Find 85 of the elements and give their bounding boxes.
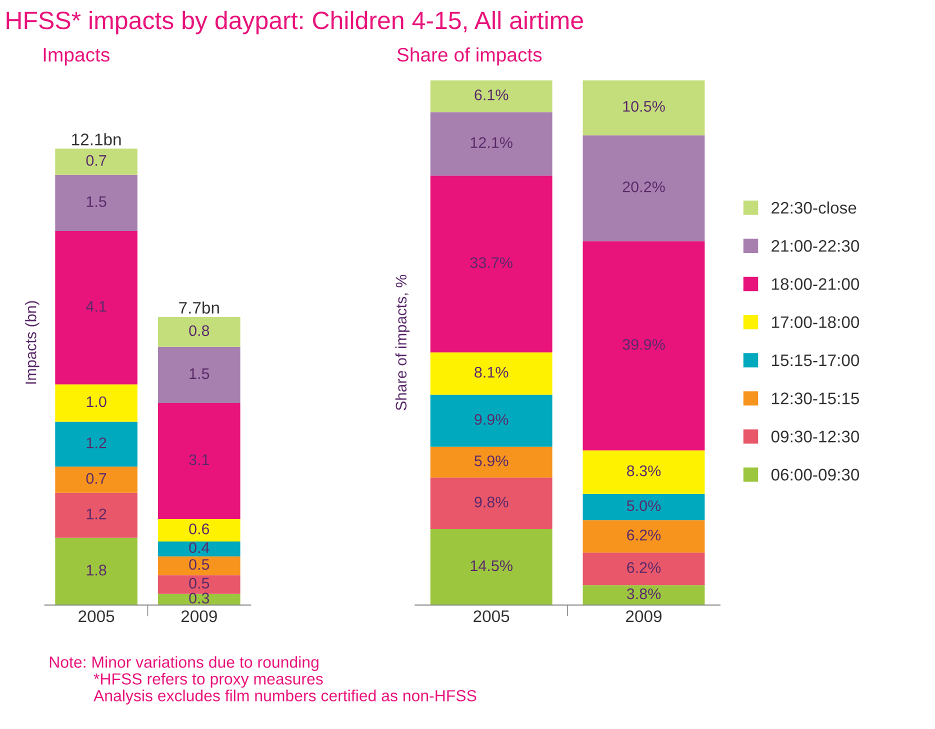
- data-label: 4.1: [86, 301, 106, 312]
- bar: [582, 494, 705, 520]
- data-label: 10.5%: [623, 101, 665, 112]
- legend-label: 15:15-17:00: [772, 354, 860, 366]
- data-label: 0.5: [189, 578, 210, 589]
- legend-label: 12:30-15:15: [772, 392, 860, 404]
- legend-label: 17:00-18:00: [772, 316, 860, 328]
- data-label: 0.8: [189, 325, 210, 336]
- bar: [582, 450, 705, 494]
- data-label: 6.1%: [474, 89, 508, 100]
- text: *HFSS refers to proxy measures: [94, 672, 323, 688]
- bar: [55, 492, 138, 538]
- data-label: 33.7%: [470, 257, 512, 268]
- bar: [158, 346, 240, 404]
- bar: [430, 352, 552, 395]
- data-label: 0.6: [189, 524, 210, 534]
- legend-label: 18:00-21:00: [772, 278, 860, 290]
- bar: [158, 541, 240, 556]
- bar: [55, 148, 138, 175]
- bar: [430, 394, 552, 447]
- data-label: 5.0%: [626, 500, 661, 512]
- x-tick-label: 2009: [626, 610, 662, 622]
- bar: [55, 538, 138, 606]
- bar: [55, 230, 138, 384]
- bar: [582, 80, 705, 136]
- data-label: 1.2: [86, 508, 106, 520]
- bar: [55, 422, 138, 467]
- text: Analysis excludes film numbers certified as non-HFSS: [94, 690, 476, 705]
- bar: [55, 466, 138, 493]
- data-label: 20.2%: [622, 181, 665, 192]
- data-label: 3.8%: [626, 588, 661, 600]
- chart-subtitle: Impacts: [44, 48, 110, 66]
- bar: [158, 556, 240, 576]
- data-label: 9.9%: [474, 414, 508, 425]
- bar: [430, 478, 552, 530]
- bar: [158, 317, 240, 347]
- text: Note: Minor variations due to rounding: [50, 656, 318, 671]
- data-label: 12.1%: [470, 137, 512, 148]
- x-tick-label: 2009: [181, 610, 217, 622]
- bar: [582, 585, 705, 606]
- bar: [430, 446, 552, 478]
- data-label: 1.5: [190, 368, 210, 380]
- data-label: 1.0: [86, 396, 106, 408]
- data-label: 0.7: [86, 155, 106, 166]
- data-label: 6.2%: [627, 562, 661, 573]
- bar: [430, 529, 552, 606]
- bar: [55, 174, 138, 231]
- bar: [430, 176, 552, 352]
- data-label: 3.1: [189, 454, 210, 466]
- data-label: 8.3%: [627, 465, 661, 476]
- data-label: 0.7: [86, 473, 106, 484]
- legend-label: 06:00-09:30: [771, 468, 860, 481]
- bar: [582, 135, 705, 242]
- bar: [582, 520, 705, 553]
- data-label: 0.5: [189, 559, 210, 570]
- bar: [582, 552, 705, 586]
- data-label: 1.5: [86, 196, 106, 207]
- data-label: 0.3: [189, 592, 210, 604]
- data-label: 8.1%: [474, 366, 508, 378]
- total-label: 12.1bn: [72, 133, 121, 146]
- data-label: 1.2: [86, 437, 106, 448]
- bar: [158, 519, 240, 542]
- bar: [430, 112, 552, 176]
- data-label: 39.9%: [622, 339, 665, 350]
- bar: [582, 241, 705, 450]
- bar: [55, 384, 138, 422]
- x-tick-label: 2005: [78, 610, 114, 622]
- total-label: 7.7bn: [179, 301, 219, 314]
- data-label: 0.4: [189, 542, 210, 554]
- chart-title: HFSS* impacts by daypart: Children 4-15, All airtime: [6, 10, 583, 34]
- data-label: 14.5%: [470, 560, 512, 572]
- bar: [158, 403, 240, 520]
- bar: [430, 80, 552, 112]
- legend-label: 09:30-12:30: [771, 430, 860, 442]
- legend-label: 21:00-22:30: [772, 240, 860, 252]
- bar: [158, 575, 240, 594]
- data-label: 5.9%: [474, 455, 508, 466]
- data-label: 9.8%: [474, 496, 508, 508]
- data-label: 6.2%: [627, 530, 661, 540]
- y-axis-title: Share of impacts, %: [395, 274, 410, 410]
- x-tick-label: 2005: [474, 610, 510, 622]
- data-label: 1.8: [86, 564, 106, 576]
- y-axis-title: Impacts (bn): [25, 301, 40, 384]
- legend-label: 22:30-close: [772, 201, 856, 214]
- chart-title: Share of impacts: [397, 47, 542, 66]
